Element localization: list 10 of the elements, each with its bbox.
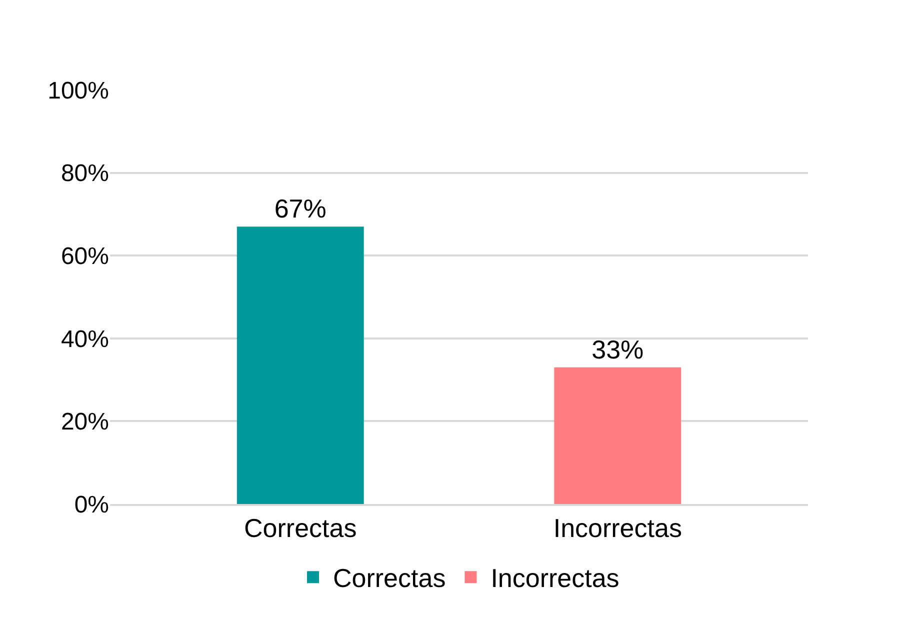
data-label: 67% <box>274 194 326 224</box>
legend-label: Incorrectas <box>490 563 620 594</box>
y-tick-label: 80% <box>60 160 109 188</box>
y-tick-label: 60% <box>60 243 109 270</box>
y-tick-label: 20% <box>60 408 109 436</box>
legend-label: Correctas <box>333 563 446 594</box>
y-tick-label: 0% <box>74 491 109 518</box>
data-label: 33% <box>592 334 644 364</box>
y-tick-label: 40% <box>60 326 109 353</box>
y-tick-label: 100% <box>48 77 109 104</box>
